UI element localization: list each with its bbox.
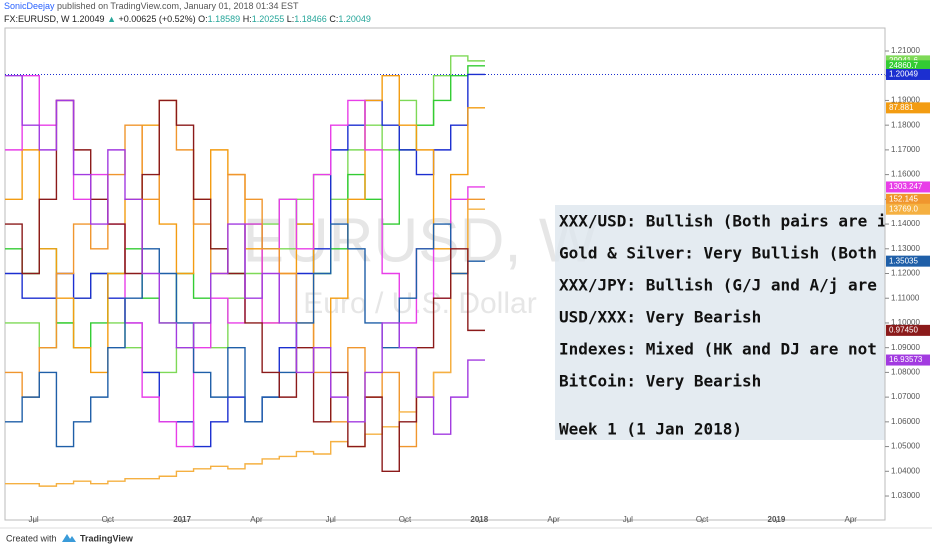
change: +0.00625 (+0.52%)	[119, 14, 196, 24]
series-line	[5, 223, 485, 448]
series-group	[5, 55, 885, 487]
note-line: XXX/JPY: Bullish (G/J and A/j are i	[559, 276, 897, 295]
y-tick-label: 1.05000	[891, 442, 920, 451]
price-label-box	[886, 203, 930, 215]
ohlc-value: 1.20255	[252, 14, 285, 24]
price-label: 1303.247	[889, 182, 923, 191]
price: 1.20049	[72, 14, 105, 24]
ohlc-value: 1.18466	[294, 14, 327, 24]
price-label: 0.97450	[889, 325, 918, 334]
brand-logo	[62, 534, 76, 542]
price-label-box	[886, 255, 930, 267]
price-label-box	[886, 354, 930, 366]
y-tick-label: 1.04000	[891, 466, 920, 475]
x-tick-label: Oct	[696, 515, 709, 524]
footer-created: Created with	[6, 533, 57, 543]
price-label: 13769.0	[889, 204, 918, 213]
ohlc-label: O:	[198, 14, 208, 24]
price-label-box	[886, 60, 930, 72]
series-line	[5, 208, 485, 487]
series-line	[5, 75, 485, 374]
x-tick-label: Apr	[547, 515, 560, 524]
price-label-box	[886, 324, 930, 336]
y-tick-label: 1.12000	[891, 269, 920, 278]
ohlc-value: 1.20049	[338, 14, 371, 24]
price-label-box	[886, 181, 930, 193]
y-tick-label: 1.19000	[891, 96, 920, 105]
y-tick-label: 1.03000	[891, 491, 920, 500]
price-label-box	[886, 102, 930, 114]
note-line: Indexes: Mixed (HK and DJ are not	[559, 340, 877, 359]
price-label: 1.35035	[889, 256, 918, 265]
price-label-box	[886, 193, 930, 205]
y-tick-label: 1.06000	[891, 417, 920, 426]
x-tick-label: Jul	[326, 515, 336, 524]
y-tick-label: 1.13000	[891, 244, 920, 253]
x-tick-label: Oct	[102, 515, 115, 524]
note-text: XXX/USD: Bullish (Both pairs are i Gold &…	[559, 212, 906, 439]
note-line: Gold & Silver: Very Bullish (Both pa	[559, 244, 906, 263]
watermark-subtitle: Euro / U.S. Dollar	[303, 287, 536, 320]
x-tick-label: Apr	[250, 515, 263, 524]
price-label: 1.20049	[889, 70, 918, 79]
header-line: SonicDeejay published on TradingView.com…	[4, 1, 299, 11]
x-tick-label: 2018	[470, 515, 488, 524]
x-tick-label: Apr	[844, 515, 857, 524]
ohlc-label: H:	[243, 14, 252, 24]
series-line	[5, 75, 485, 435]
y-tick-label: 1.08000	[891, 368, 920, 377]
watermark-title: EURUSD, W	[243, 206, 598, 275]
symbol: FX:EURUSD, W	[4, 14, 70, 24]
y-tick-label: 1.11000	[891, 293, 920, 302]
ohlc-label: C:	[329, 14, 338, 24]
note-box	[555, 205, 885, 440]
x-tick-label: 2019	[768, 515, 786, 524]
x-tick-label: Jul	[623, 515, 633, 524]
note-line: BitCoin: Very Bearish	[559, 372, 761, 391]
symbol-line: FX:EURUSD, W 1.20049 ▲ +0.00625 (+0.52%)…	[4, 14, 371, 24]
published: published on TradingView.com, January 01…	[57, 1, 299, 11]
y-tick-label: 1.09000	[891, 343, 920, 352]
price-label: 152.145	[889, 194, 918, 203]
y-tick-label: 1.14000	[891, 219, 920, 228]
price-label: 16.93573	[889, 355, 923, 364]
note-line: USD/XXX: Very Bearish	[559, 308, 761, 327]
x-tick-label: Oct	[399, 515, 412, 524]
x-tick-label: Jul	[28, 515, 38, 524]
y-tick-label: 1.21000	[891, 46, 920, 55]
ohlc-value: 1.18589	[208, 14, 241, 24]
price-label: 87.881	[889, 103, 914, 112]
ohlc-label: L:	[287, 14, 295, 24]
x-tick-label: 2017	[173, 515, 191, 524]
y-tick-label: 1.17000	[891, 145, 920, 154]
footer-brand: TradingView	[80, 533, 134, 543]
y-tick-label: 1.16000	[891, 170, 920, 179]
note-line: XXX/USD: Bullish (Both pairs are i	[559, 212, 887, 231]
y-tick-label: 1.10000	[891, 318, 920, 327]
y-tick-label: 1.18000	[891, 120, 920, 129]
note-line: Week 1 (1 Jan 2018)	[559, 420, 742, 439]
price-label: 24860.7	[889, 61, 918, 70]
y-tick-label: 1.07000	[891, 392, 920, 401]
arrow: ▲	[107, 14, 116, 24]
price-label-box	[886, 68, 930, 80]
author: SonicDeejay	[4, 1, 55, 11]
